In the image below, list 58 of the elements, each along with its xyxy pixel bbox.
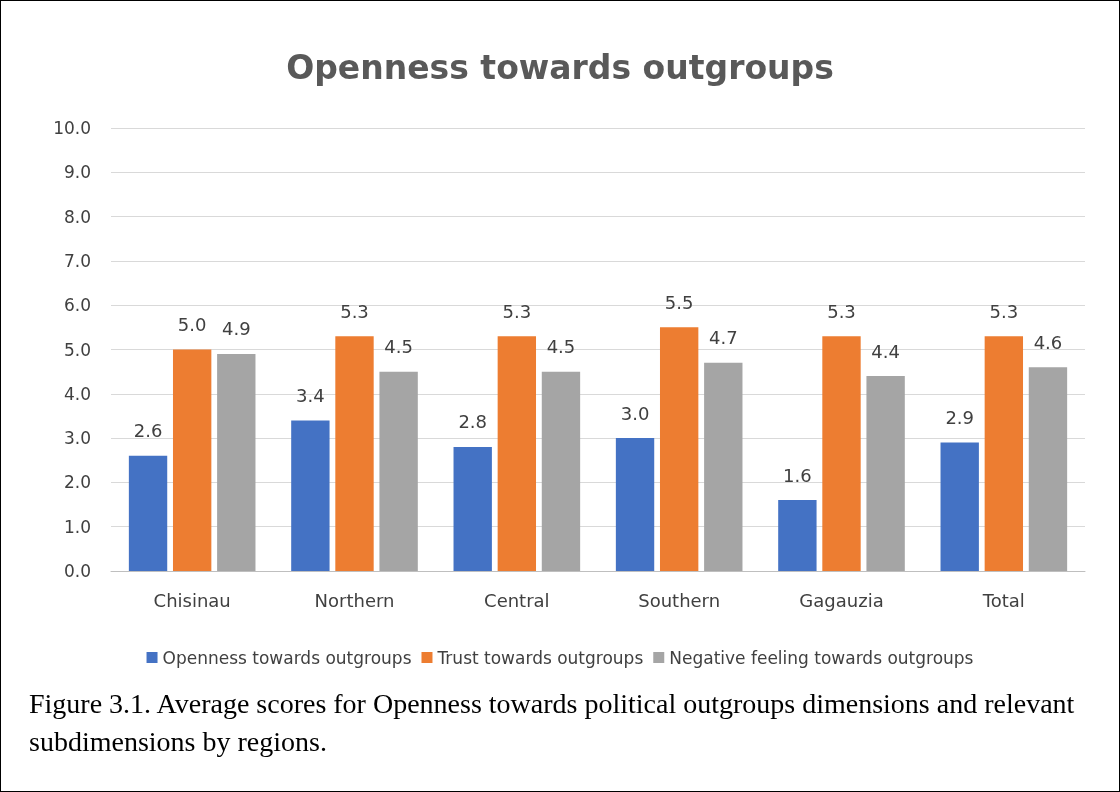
bar <box>822 336 861 571</box>
y-tick-label: 4.0 <box>63 383 91 404</box>
data-label: 4.9 <box>221 318 251 340</box>
bar <box>453 446 492 571</box>
x-tick-label: Gagauzia <box>799 589 884 611</box>
bar <box>704 362 743 571</box>
bar <box>866 376 905 571</box>
data-label: 1.6 <box>783 464 812 486</box>
data-label: 4.5 <box>546 336 576 358</box>
legend-label: Openness towards outgroups <box>162 647 412 668</box>
y-tick-label: 7.0 <box>63 250 91 271</box>
x-tick-label: Northern <box>314 589 395 611</box>
y-tick-label: 5.0 <box>63 339 91 360</box>
data-label: 5.3 <box>502 300 532 322</box>
bar <box>541 371 581 571</box>
bar <box>172 349 212 571</box>
bar <box>1028 367 1068 571</box>
x-tick-label: Total <box>981 589 1025 611</box>
bar <box>128 455 168 571</box>
data-label: 4.7 <box>708 327 738 349</box>
chart-title: Openness towards outgroups <box>286 48 834 87</box>
y-tick-label: 6.0 <box>63 295 91 316</box>
bar <box>940 442 979 571</box>
y-tick-label: 10.0 <box>53 118 91 138</box>
bar <box>615 438 655 571</box>
bar <box>217 353 256 571</box>
caption: Figure 3.1. Average scores for Openness towards political outgroups dimensions and relevant subdimensions by regions. <box>28 687 1076 759</box>
data-label: 3.4 <box>296 384 325 406</box>
data-label: 2.9 <box>945 407 975 429</box>
data-label: 4.5 <box>384 336 413 358</box>
data-label: 5.3 <box>827 300 856 322</box>
y-tick-label: 9.0 <box>63 162 91 183</box>
y-tick-label: 1.0 <box>63 516 91 537</box>
y-tick-label: 0.0 <box>63 561 91 581</box>
bar <box>335 336 374 571</box>
data-label: 5.3 <box>989 300 1019 322</box>
data-label: 4.6 <box>1033 331 1063 353</box>
x-tick-label: Central <box>484 589 550 611</box>
data-label: 4.4 <box>871 340 900 362</box>
y-tick-label: 2.0 <box>63 472 91 493</box>
legend-label: Trust towards outgroups <box>436 647 644 668</box>
bar <box>984 336 1024 571</box>
bar <box>497 336 537 571</box>
bar <box>659 327 699 571</box>
data-label: 5.0 <box>177 314 207 335</box>
data-label: 2.6 <box>133 420 163 442</box>
bar <box>379 371 418 571</box>
bar <box>778 500 817 571</box>
x-tick-label: Southern <box>638 589 721 611</box>
data-label: 5.5 <box>664 291 694 313</box>
y-tick-label: 3.0 <box>63 428 91 449</box>
y-tick-label: 8.0 <box>63 206 91 227</box>
data-label: 5.3 <box>340 300 369 322</box>
legend-label: Negative feeling towards outgroups <box>669 647 974 668</box>
bar <box>291 420 330 571</box>
x-tick-label: Chisinau <box>153 589 231 611</box>
data-label: 2.8 <box>458 411 488 433</box>
data-label: 3.0 <box>620 402 650 424</box>
